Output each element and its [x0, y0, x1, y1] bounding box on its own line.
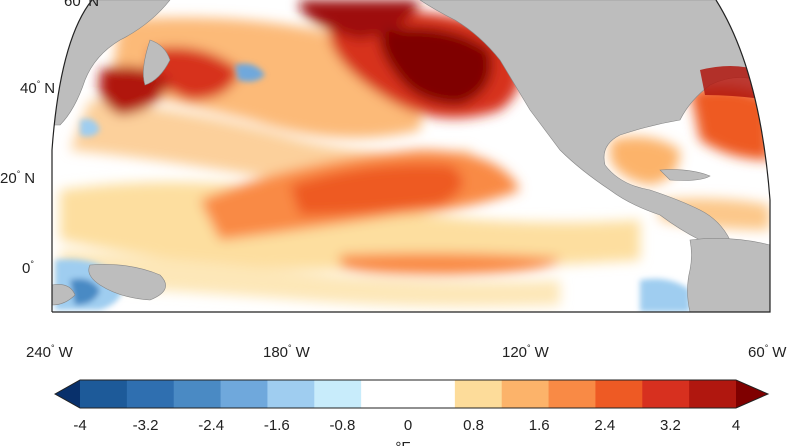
lon-label-240w: 240° W [26, 343, 74, 361]
land-japan [143, 39, 171, 86]
land-indonesia [52, 284, 76, 306]
colorbar-segment [220, 380, 268, 408]
atlantic-warm-patch [700, 66, 770, 100]
colorbar-tick-label: -3.2 [133, 417, 159, 434]
sst-anomaly-field [60, 0, 770, 307]
colorbar-segment [55, 380, 80, 408]
colorbar-tick-label: 0.8 [463, 417, 484, 434]
colorbar-tick-label: 3.2 [660, 417, 681, 434]
colorbar-segment [454, 380, 503, 408]
colorbar-segments [55, 380, 768, 408]
colorbar-tick-label: -4 [73, 417, 86, 434]
colorbar-segment [548, 380, 596, 408]
lon-label-60w: 60° W [748, 343, 787, 361]
colorbar-tick-labels: -4 -3.2 -2.4 -1.6 -0.8 0 0.8 1.6 2.4 3.2 4 [73, 417, 740, 434]
colorbar-unit-label: °F [395, 439, 410, 446]
colorbar-tick-label: 4 [732, 417, 740, 434]
colorbar-segment [501, 380, 550, 408]
map-area [52, 0, 770, 312]
colorbar-segment [642, 380, 690, 408]
colorbar-tick-label: 2.4 [594, 417, 615, 434]
land-south-america [687, 238, 770, 312]
lat-label-60n: 60°N [64, 0, 99, 10]
map-frame [51, 0, 771, 313]
colorbar-segment [126, 380, 175, 408]
colorbar-tick-label: 0 [404, 417, 412, 434]
land-cuba [659, 169, 711, 181]
colorbar-tick-label: -1.6 [264, 417, 290, 434]
colorbar-tick-label: 1.6 [529, 417, 550, 434]
colorbar-segment [595, 380, 643, 408]
lat-label-40n: 40° N [20, 79, 55, 97]
land-new-guinea [88, 264, 166, 301]
lat-label-0: 0° [22, 259, 34, 277]
latitude-labels: 60°N 40°N 20°N 0° [0, 0, 99, 277]
lon-label-180w: 180° W [263, 343, 311, 361]
colorbar-outline [53, 379, 770, 409]
colorbar-segment [267, 380, 315, 408]
lon-label-120w: 120° W [502, 343, 550, 361]
colorbar-segment [80, 380, 128, 408]
colorbar-segment [408, 380, 456, 408]
colorbar-tick-label: -0.8 [329, 417, 355, 434]
colorbar-segment [361, 380, 409, 408]
colorbar-segment [736, 380, 768, 408]
colorbar-segment [314, 380, 362, 408]
colorbar-segment [173, 380, 222, 408]
colorbar: -4 -3.2 -2.4 -1.6 -0.8 0 0.8 1.6 2.4 3.2 4 °F [53, 379, 770, 446]
longitude-labels: 240° W 180° W 120° W 60° W [26, 343, 787, 361]
lat-label-20n: 20° N [0, 169, 35, 187]
colorbar-tick-label: -2.4 [198, 417, 224, 434]
colorbar-segment [689, 380, 737, 408]
